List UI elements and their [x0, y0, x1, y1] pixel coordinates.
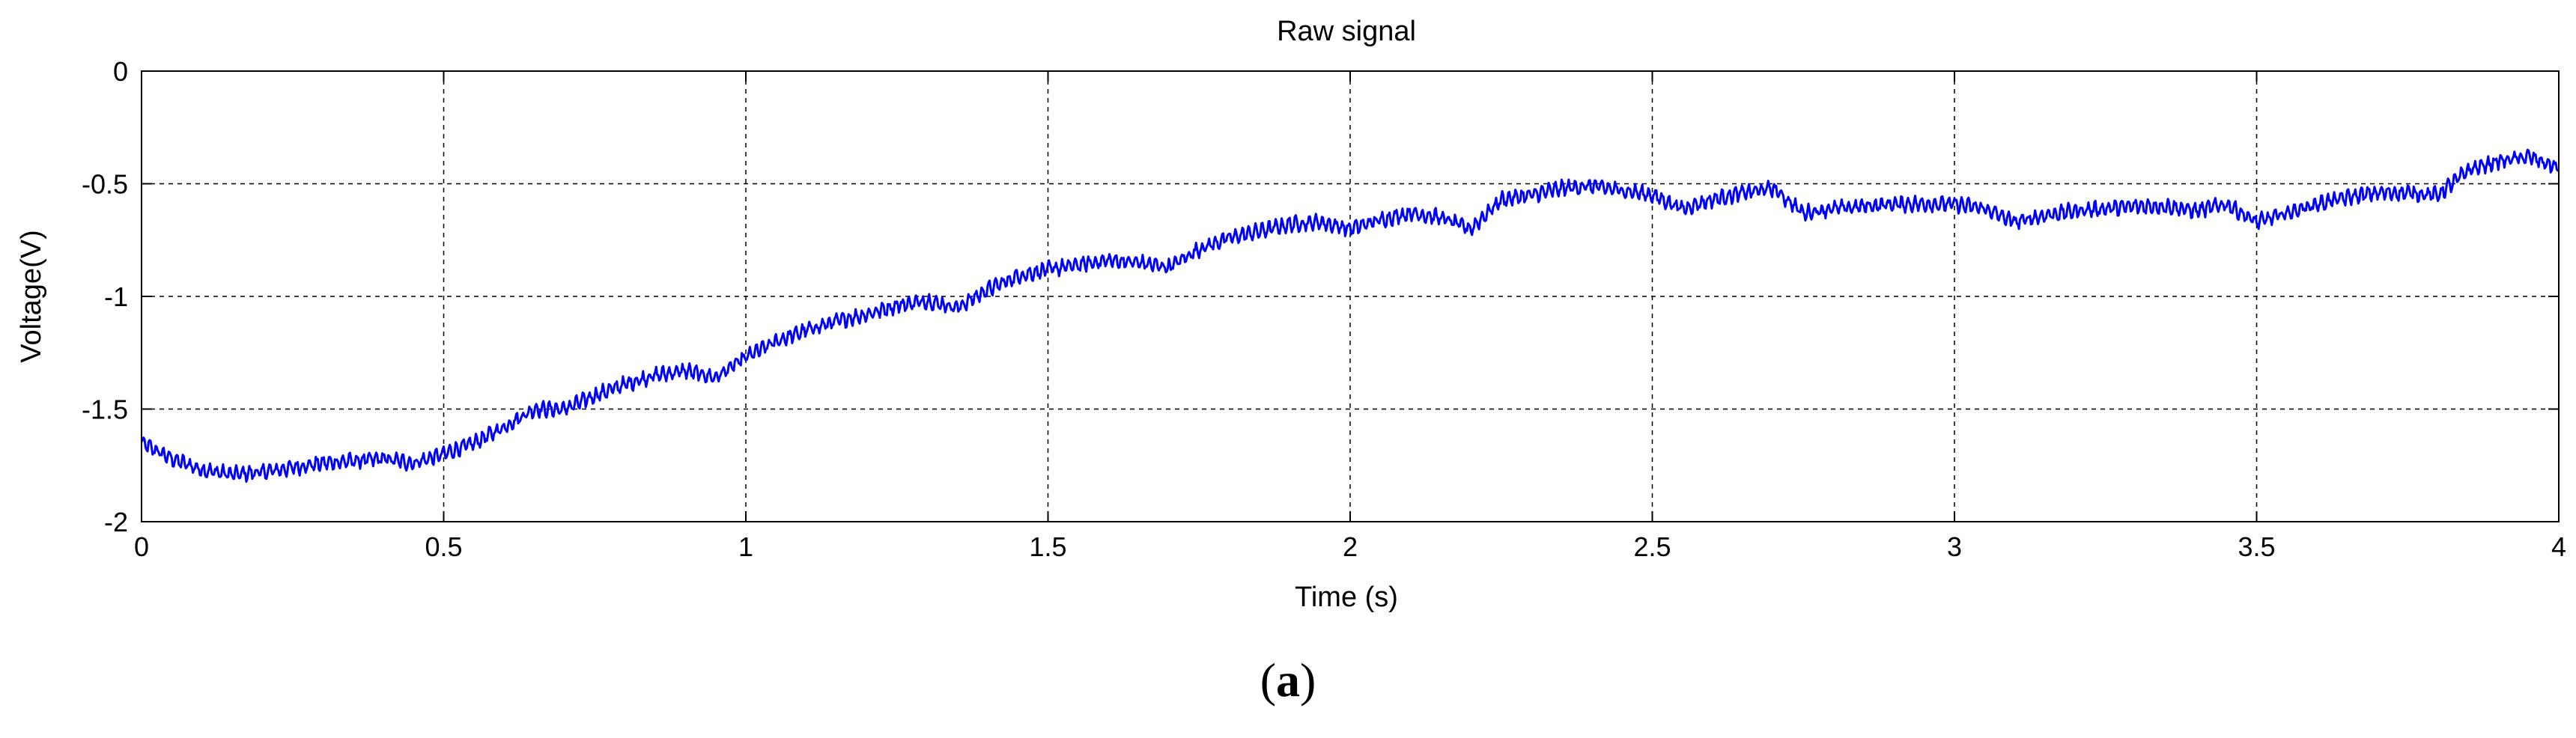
grid-lines	[142, 71, 2559, 522]
y-tick-label: -1	[104, 281, 128, 312]
x-axis-label: Time (s)	[1295, 582, 1398, 613]
figure-caption: (a)	[1260, 653, 1316, 707]
y-tick-label: 0	[113, 56, 128, 87]
y-tick-label: -2	[104, 507, 128, 537]
y-axis-label: Voltage(V)	[16, 230, 47, 362]
x-tick-label: 0.5	[425, 531, 462, 562]
x-tick-label: 3.5	[2238, 531, 2275, 562]
chart-title: Raw signal	[1277, 16, 1416, 47]
x-tick-label: 2.5	[1633, 531, 1671, 562]
x-tick-label: 1	[738, 531, 753, 562]
x-tick-label: 0	[134, 531, 149, 562]
signal-line	[140, 148, 2560, 483]
caption-label: a	[1276, 653, 1300, 707]
y-tick-label: -1.5	[82, 394, 128, 425]
x-tick-label: 3	[1947, 531, 1962, 562]
caption-close-paren: )	[1300, 653, 1316, 707]
x-tick-label: 4	[2551, 531, 2566, 562]
axis-ticks: 0 0.5 1 1.5 2 2.5 3 3.5 4 0 -0.5 -1 -1.5 -2	[82, 56, 2566, 562]
caption-open-paren: (	[1260, 653, 1276, 707]
x-tick-label: 2	[1343, 531, 1358, 562]
x-tick-label: 1.5	[1029, 531, 1066, 562]
y-tick-label: -0.5	[82, 169, 128, 200]
